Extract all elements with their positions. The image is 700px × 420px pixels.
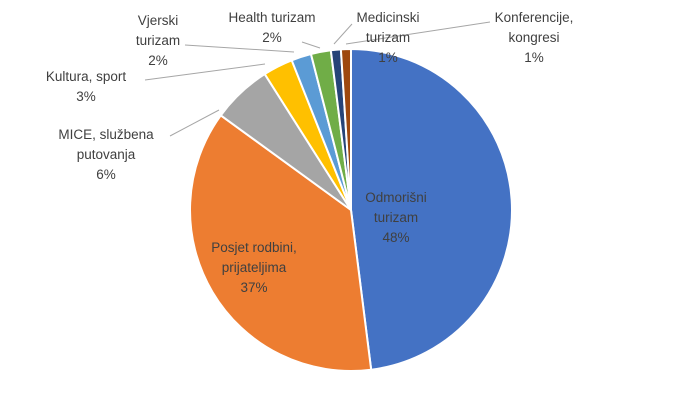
data-label-mice-sluzbena-putovanja: MICE, službena putovanja 6% <box>58 127 154 182</box>
leader-line-kultura-sport <box>144 63 266 81</box>
data-label-posjet-rodbini-prijateljima: Posjet rodbini, prijateljima 37% <box>211 240 297 295</box>
data-label-vjerski-turizam: Vjerski turizam 2% <box>136 13 180 68</box>
leader-lines <box>144 21 491 137</box>
data-label-konferencije-kongresi: Konferencije, kongresi 1% <box>495 10 574 65</box>
pie-slice-posjet-rodbini-prijateljima <box>189 113 373 372</box>
pie-slices <box>189 47 513 372</box>
leader-line-mice-sluzbena-putovanja <box>169 109 220 137</box>
pie-slice-odmorisni-turizam <box>350 47 513 371</box>
data-label-health-turizam: Health turizam 2% <box>228 10 315 45</box>
data-label-kultura-sport: Kultura, sport 3% <box>46 69 127 104</box>
leader-line-medicinski-turizam <box>333 23 353 45</box>
leader-line-konferencije-kongresi <box>345 21 491 45</box>
leader-line-health-turizam <box>301 41 321 49</box>
data-label-medicinski-turizam: Medicinski turizam 1% <box>356 10 419 65</box>
leader-line-vjerski-turizam <box>184 44 295 53</box>
pie-slice-konferencije-kongresi <box>339 47 352 211</box>
data-label-odmorisni-turizam: Odmorišni turizam 48% <box>365 190 427 245</box>
data-labels: Odmorišni turizam 48% Posjet rodbini, prijat… <box>46 10 574 295</box>
